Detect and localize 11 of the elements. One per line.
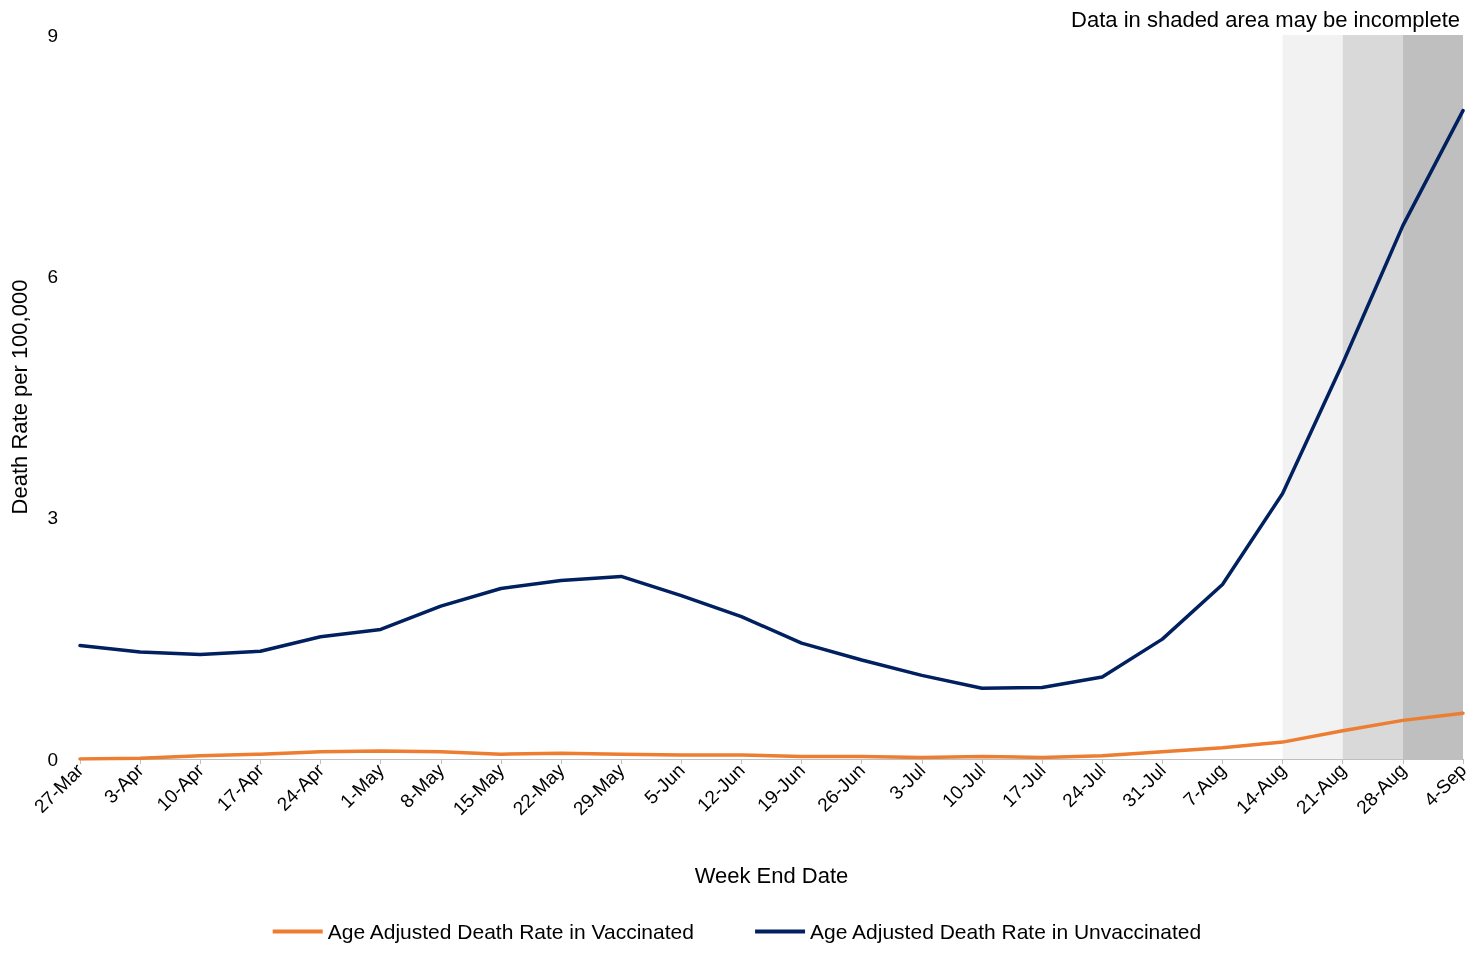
y-axis-title: Death Rate per 100,000: [6, 279, 32, 515]
legend-label: Age Adjusted Death Rate in Unvaccinated: [810, 920, 1202, 943]
y-tick-label: 6: [47, 265, 58, 287]
line-series: [78, 711, 1465, 761]
text: Data in shaded area may be incomplete: [1071, 6, 1461, 32]
y-tick-label: 9: [47, 24, 58, 46]
line-series: [78, 108, 1465, 690]
y-tick-label: 0: [47, 748, 58, 770]
y-tick-label: 3: [47, 507, 58, 529]
legend-label: Age Adjusted Death Rate in Vaccinated: [327, 920, 694, 943]
x-axis-title: Week End Date: [694, 862, 849, 888]
